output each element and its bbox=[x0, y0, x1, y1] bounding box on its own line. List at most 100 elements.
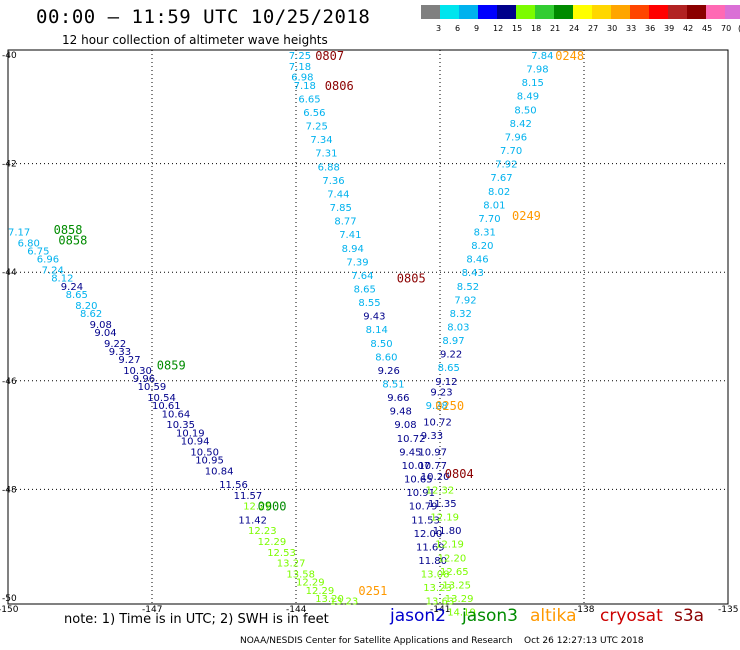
swh-value: 9.33 bbox=[421, 431, 443, 442]
swh-value: 12.29 bbox=[306, 586, 335, 597]
swh-value: 8.50 bbox=[370, 339, 392, 350]
swh-value: 9.12 bbox=[435, 377, 457, 388]
swh-value: 12.65 bbox=[440, 567, 469, 578]
time-label: 0859 bbox=[157, 359, 186, 373]
x-tick-label: -135 bbox=[718, 605, 738, 615]
scale-label: 45 bbox=[702, 24, 713, 33]
swh-value: 7.25 bbox=[306, 122, 328, 133]
swh-value: 10.95 bbox=[195, 456, 224, 467]
scale-label: 33 bbox=[626, 24, 637, 33]
swh-value: 9.27 bbox=[118, 355, 140, 366]
scale-swatch bbox=[440, 5, 459, 19]
swh-value: 8.02 bbox=[488, 187, 510, 198]
x-tick-label: -144 bbox=[286, 605, 307, 615]
swh-value: 13.08 bbox=[421, 570, 450, 581]
swh-value: 9.26 bbox=[378, 366, 400, 377]
swh-value: 7.25 bbox=[289, 51, 311, 62]
x-tick-label: -147 bbox=[142, 605, 162, 615]
scale-swatch bbox=[649, 5, 668, 19]
swh-value: 7.44 bbox=[327, 189, 349, 200]
scale-swatch bbox=[478, 5, 497, 19]
scale-swatch bbox=[725, 5, 740, 19]
swh-value: 12.32 bbox=[426, 485, 455, 496]
footer-note: note: 1) Time is in UTC; 2) SWH is in fe… bbox=[64, 612, 329, 627]
swh-value: 6.88 bbox=[318, 162, 340, 173]
x-tick-label: -150 bbox=[0, 605, 19, 615]
swh-value: 10.59 bbox=[138, 382, 167, 393]
swh-value: 7.39 bbox=[346, 257, 368, 268]
swh-value: 8.65 bbox=[66, 290, 88, 301]
swh-value: 10.30 bbox=[123, 366, 152, 377]
swh-value: 10.91 bbox=[406, 488, 435, 499]
scale-swatch bbox=[573, 5, 592, 19]
swh-value: 7.18 bbox=[294, 81, 316, 92]
swh-value: 13.27 bbox=[277, 559, 306, 570]
generation-timestamp: Oct 26 12:27:13 UTC 2018 bbox=[524, 636, 644, 646]
scale-label: 21 bbox=[550, 24, 561, 33]
swh-value: 10.35 bbox=[166, 420, 195, 431]
swh-value: 7.70 bbox=[500, 146, 522, 157]
swh-value: 11.53 bbox=[411, 515, 440, 526]
swh-value: 10.65 bbox=[404, 475, 433, 486]
scale-label: 18 bbox=[531, 24, 542, 33]
scale-swatch bbox=[668, 5, 687, 19]
swh-value: 10.07 bbox=[402, 461, 431, 472]
swh-value: 6.75 bbox=[27, 246, 49, 257]
swh-value: 8.62 bbox=[80, 309, 102, 320]
swh-value: 7.24 bbox=[42, 265, 64, 276]
swh-value: 10.54 bbox=[147, 393, 176, 404]
y-tick-label: -42 bbox=[2, 160, 17, 170]
swh-value: 9.22 bbox=[104, 339, 126, 350]
swh-value: 7.85 bbox=[330, 203, 352, 214]
swh-value: 11.57 bbox=[234, 491, 263, 502]
swh-value: 14.19 bbox=[447, 608, 476, 619]
scale-swatch bbox=[421, 5, 440, 19]
x-tick-label: -138 bbox=[574, 605, 595, 615]
swh-value: 8.31 bbox=[474, 227, 496, 238]
swh-value: 13.20 bbox=[315, 594, 344, 605]
swh-value: 6.65 bbox=[298, 94, 320, 105]
swh-value: 7.70 bbox=[478, 214, 500, 225]
scale-label: 12 bbox=[493, 24, 504, 33]
swh-value: 7.67 bbox=[490, 173, 512, 184]
swh-value: 8.20 bbox=[75, 301, 97, 312]
legend-jason2: jason2 bbox=[390, 606, 446, 626]
swh-value: 9.48 bbox=[390, 407, 412, 418]
page-subtitle: 12 hour collection of altimeter wave hei… bbox=[62, 33, 328, 47]
swh-value: 6.80 bbox=[18, 238, 40, 249]
swh-value: 12.53 bbox=[267, 548, 296, 559]
scale-swatch bbox=[592, 5, 611, 19]
y-tick-label: -46 bbox=[2, 377, 17, 387]
swh-value: 7.34 bbox=[310, 135, 332, 146]
swh-value: 8.65 bbox=[354, 284, 376, 295]
swh-value: 7.64 bbox=[351, 271, 373, 282]
swh-value: 8.94 bbox=[342, 244, 364, 255]
swh-value: 11.42 bbox=[238, 515, 267, 526]
scale-label: 15 bbox=[512, 24, 523, 33]
swh-value: 10.72 bbox=[423, 418, 452, 429]
swh-value: 9.45 bbox=[399, 447, 421, 458]
swh-value: 8.32 bbox=[450, 309, 472, 320]
swh-value: 6.96 bbox=[37, 255, 59, 266]
scale-swatch bbox=[611, 5, 630, 19]
legend-altika: altika bbox=[530, 606, 577, 626]
swh-value: 10.79 bbox=[409, 502, 438, 513]
page-title: 00:00 – 11:59 UTC 10/25/2018 bbox=[36, 6, 371, 28]
swh-value: 9.08 bbox=[90, 320, 112, 331]
scale-swatch bbox=[516, 5, 535, 19]
swh-value: 11.69 bbox=[416, 542, 445, 553]
swh-value: 10.97 bbox=[418, 447, 447, 458]
time-label: 0900 bbox=[258, 500, 287, 514]
y-tick-label: -50 bbox=[2, 594, 17, 604]
swh-value: 10.94 bbox=[181, 437, 210, 448]
swh-value: 8.55 bbox=[358, 298, 380, 309]
swh-value: 8.50 bbox=[514, 105, 536, 116]
swh-value: 7.18 bbox=[289, 62, 311, 73]
swh-value: 9.04 bbox=[94, 328, 116, 339]
scale-label: 70 bbox=[721, 24, 732, 33]
swh-value: 8.42 bbox=[510, 119, 532, 130]
swh-value: 8.20 bbox=[471, 241, 493, 252]
scale-label: (ft) bbox=[738, 24, 740, 33]
time-label: 0805 bbox=[397, 272, 426, 286]
time-label: 0248 bbox=[555, 49, 584, 63]
